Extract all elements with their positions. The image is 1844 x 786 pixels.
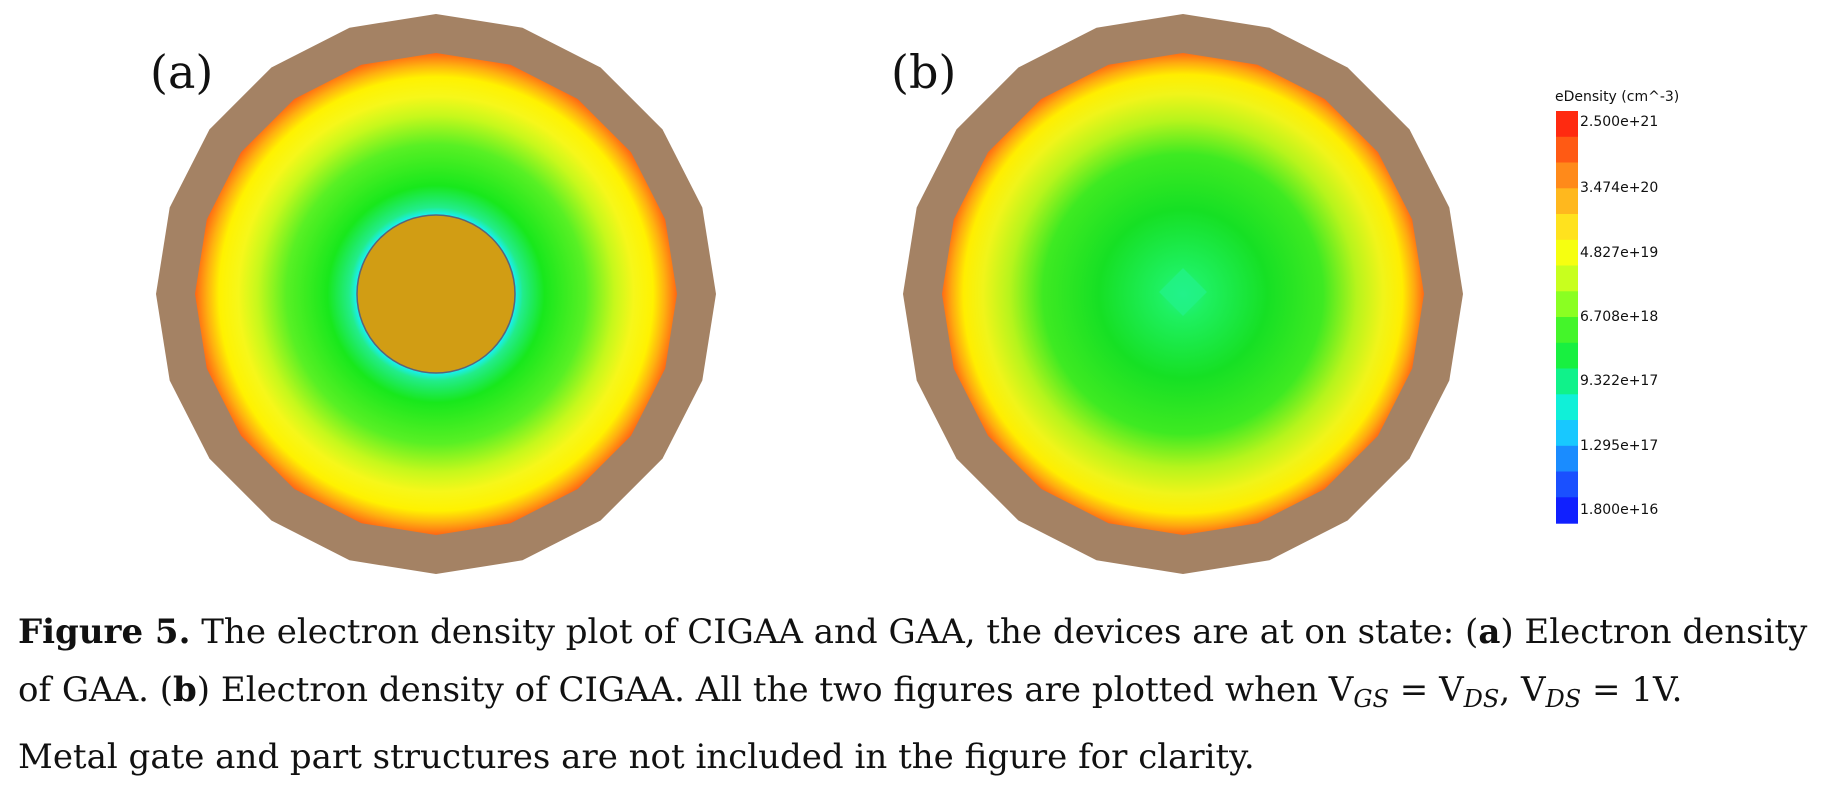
figure-caption: Figure 5. The electron density plot of C… — [18, 603, 1838, 786]
colorbar-swatch — [1556, 471, 1578, 498]
colorbar-title: eDensity (cm^-3) — [1555, 89, 1679, 105]
colorbar: eDensity (cm^-3) 2.500e+21 3.474e+20 4.827… — [1555, 89, 1679, 524]
panel-a: (a) — [150, 14, 716, 574]
caption-text: ) Electron density of CIGAA. All the two… — [196, 670, 1354, 710]
colorbar-tick-label: 4.827e+19 — [1580, 245, 1658, 261]
caption-subscript: GS — [1353, 685, 1389, 713]
caption-label: Figure 5. — [18, 612, 191, 652]
caption-text: = 1V. — [1581, 670, 1683, 710]
caption-subscript: DS — [1463, 685, 1500, 713]
caption-line-3: Metal gate and part structures are not i… — [18, 737, 1255, 777]
colorbar-swatch — [1556, 239, 1578, 267]
colorbar-swatch — [1556, 188, 1578, 215]
colorbar-swatch — [1556, 368, 1578, 395]
colorbar-tick-label: 3.474e+20 — [1580, 180, 1658, 196]
colorbar-swatch — [1556, 136, 1578, 164]
caption-text: of GAA. ( — [18, 670, 174, 710]
panel-label-a: (a) — [150, 45, 213, 99]
colorbar-tick-label: 1.295e+17 — [1580, 438, 1658, 454]
caption-text: , V — [1499, 670, 1546, 710]
colorbar-tick-label: 1.800e+16 — [1580, 502, 1658, 518]
caption-line-2: of GAA. (b) Electron density of CIGAA. A… — [18, 661, 1838, 728]
core-a — [356, 214, 516, 374]
panel-b: (b) — [891, 14, 1463, 574]
caption-ref-a: a — [1478, 612, 1501, 652]
channel-b-center-mark — [1159, 268, 1207, 316]
colorbar-swatch — [1556, 497, 1578, 524]
colorbar-swatch — [1556, 111, 1578, 138]
colorbar-swatch — [1556, 317, 1578, 344]
colorbar-swatch — [1556, 214, 1578, 241]
colorbar-swatch — [1556, 162, 1578, 189]
colorbar-tick-label: 2.500e+21 — [1580, 114, 1658, 130]
colorbar-swatch — [1556, 342, 1578, 370]
colorbar-ticks: 2.500e+21 3.474e+20 4.827e+19 6.708e+18 9.32… — [1580, 114, 1658, 518]
colorbar-swatch — [1556, 445, 1578, 473]
colorbar-swatches — [1556, 111, 1578, 524]
caption-line-1: Figure 5. The electron density plot of C… — [18, 603, 1838, 661]
panel-label-b: (b) — [891, 45, 956, 99]
colorbar-swatch — [1556, 291, 1578, 318]
caption-text: The electron density plot of CIGAA and G… — [190, 612, 1479, 652]
colorbar-swatch — [1556, 394, 1578, 421]
colorbar-tick-label: 6.708e+18 — [1580, 309, 1658, 325]
caption-ref-b: b — [173, 670, 197, 710]
figure-graphic: (a) (b) eDensity (cm^-3) 2.500e+21 3.474e… — [150, 14, 1679, 574]
colorbar-swatch — [1556, 265, 1578, 292]
caption-text: ) Electron density — [1500, 612, 1808, 652]
caption-subscript: DS — [1545, 685, 1582, 713]
caption-text: = V — [1389, 670, 1464, 710]
colorbar-swatch — [1556, 420, 1578, 447]
colorbar-tick-label: 9.322e+17 — [1580, 373, 1658, 389]
